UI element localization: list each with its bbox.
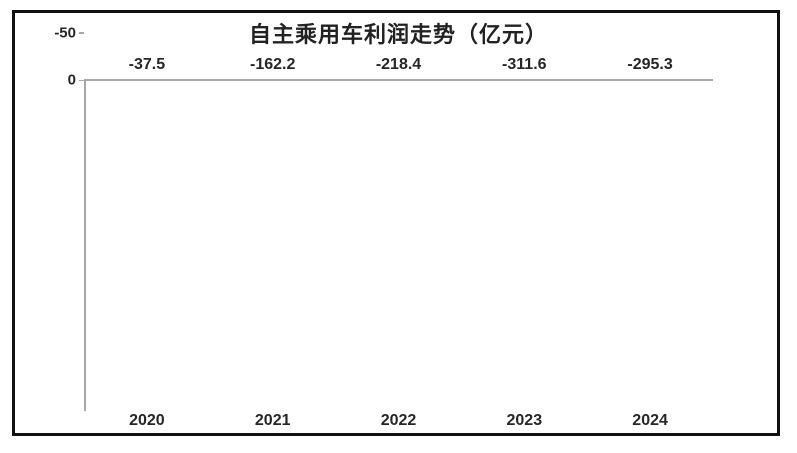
bar-value-label: -218.4 xyxy=(375,56,422,73)
chart-border-frame xyxy=(12,10,780,436)
y-tick-mark xyxy=(79,32,84,34)
x-tick-label: 2023 xyxy=(506,412,543,429)
x-tick-label: 2020 xyxy=(129,412,165,429)
chart-title: 自主乘用车利润走势（亿元） xyxy=(248,22,548,47)
bar-value-label: -162.2 xyxy=(250,56,296,73)
x-tick-label: 2024 xyxy=(632,412,668,429)
bar-value-label: -311.6 xyxy=(502,56,547,73)
x-tick-label: 2022 xyxy=(380,412,417,429)
y-axis-line xyxy=(84,80,86,411)
y-tick-mark xyxy=(79,79,84,81)
zero-baseline xyxy=(84,79,713,81)
y-tick-label: -50 xyxy=(54,24,76,42)
x-tick-label: 2021 xyxy=(254,412,291,429)
bar-value-label: -295.3 xyxy=(627,56,673,73)
y-tick-label: 0 xyxy=(67,71,76,89)
bar-value-label: -37.5 xyxy=(128,56,166,73)
